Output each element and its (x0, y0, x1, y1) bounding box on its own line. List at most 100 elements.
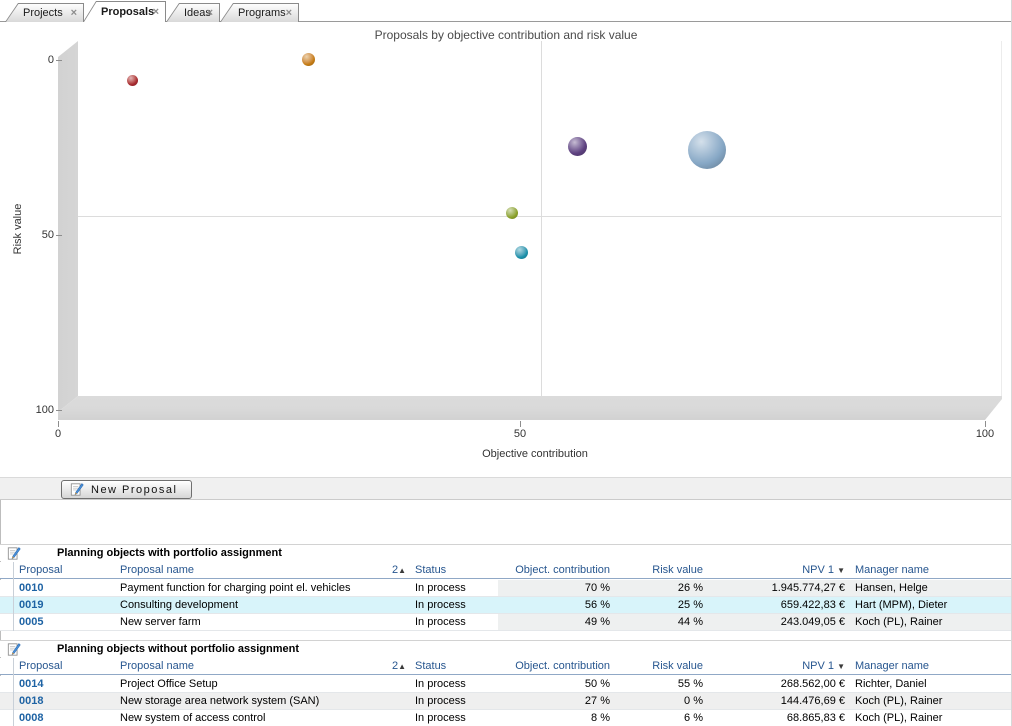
column-header-objective-contribution[interactable]: Object. contribution (515, 660, 610, 672)
table-left-edge (13, 658, 14, 726)
sort-asc-icon: ▲ (398, 566, 406, 575)
objective-contribution-cell: 56 % (584, 599, 610, 611)
y-tick-mark (56, 410, 62, 411)
tab-ideas[interactable]: Ideas × (166, 3, 220, 22)
column-header-manager-name[interactable]: Manager name (855, 660, 929, 672)
planning-object-icon (7, 643, 21, 656)
status-cell: In process (415, 582, 466, 594)
bubble-proposal-0005[interactable] (506, 207, 519, 220)
column-header-proposal[interactable]: Proposal (19, 564, 63, 576)
chart-3d-wall (58, 41, 78, 412)
proposal-name-cell: Project Office Setup (120, 678, 218, 690)
npv-cell: 659.422,83 € (780, 599, 845, 611)
tab-label: Programs (238, 6, 286, 19)
column-header-status[interactable]: Status (415, 564, 447, 576)
bubble-proposal-0019[interactable] (567, 137, 587, 157)
column-header-proposal[interactable]: Proposal (19, 660, 63, 672)
npv-cell: 268.562,00 € (780, 678, 845, 690)
x-tick-label: 50 (513, 428, 527, 440)
bubble-proposal-0014[interactable] (515, 245, 528, 259)
risk-value-cell: 0 % (684, 695, 703, 707)
npv-cell: 68.865,83 € (786, 712, 845, 724)
proposal-name-cell: New server farm (120, 616, 201, 628)
table-header-row: Proposal Proposal name 2▲ Status Object.… (0, 562, 1011, 579)
objective-contribution-cell: 27 % (584, 695, 610, 707)
column-header-npv[interactable]: NPV 1 ▼ (802, 564, 845, 576)
chart-3d-floor (58, 396, 1002, 420)
section-title: Planning objects with portfolio assignme… (57, 547, 282, 559)
x-tick-mark (58, 421, 59, 427)
new-document-icon (70, 483, 84, 496)
tab-proposals[interactable]: Proposals × (83, 1, 166, 22)
table-row[interactable]: 0005 New server farm In process 49 % 44 … (0, 614, 1011, 631)
column-header-manager-name[interactable]: Manager name (855, 564, 929, 576)
x-tick-mark (520, 421, 521, 427)
sort-priority-2[interactable]: 2▲ (391, 564, 406, 576)
column-header-objective-contribution[interactable]: Object. contribution (515, 564, 610, 576)
close-icon[interactable]: × (70, 6, 77, 19)
proposal-link[interactable]: 0019 (19, 599, 44, 611)
x-tick-label: 100 (975, 428, 995, 440)
column-header-risk-value[interactable]: Risk value (652, 660, 703, 672)
tab-projects[interactable]: Projects × (5, 3, 84, 22)
close-icon[interactable]: × (285, 6, 292, 19)
close-icon[interactable]: × (152, 5, 159, 18)
sort-priority-2[interactable]: 2▲ (391, 660, 406, 672)
proposal-name-cell: New storage area network system (SAN) (120, 695, 320, 707)
manager-name-cell: Koch (PL), Rainer (855, 616, 943, 628)
column-header-status[interactable]: Status (415, 660, 447, 672)
proposal-name-cell: New system of access control (120, 712, 266, 724)
bubble-proposal-0008[interactable] (126, 74, 138, 86)
y-axis-title: Risk value (12, 203, 24, 255)
manager-name-cell: Richter, Daniel (855, 678, 927, 690)
sort-asc-icon: ▲ (398, 662, 406, 671)
tab-label: Ideas (184, 6, 211, 19)
sort-desc-icon: ▼ (837, 566, 845, 575)
tab-bar-baseline (0, 21, 1011, 22)
bubble-proposal-0018[interactable] (301, 52, 315, 66)
column-header-risk-value[interactable]: Risk value (652, 564, 703, 576)
table-row[interactable]: 0014 Project Office Setup In process 50 … (0, 676, 1011, 693)
column-header-proposal-name[interactable]: Proposal name (120, 660, 194, 672)
section-header-with-portfolio: Planning objects with portfolio assignme… (0, 544, 1011, 561)
plot-right-border (1001, 41, 1002, 396)
npv-cell: 243.049,05 € (780, 616, 845, 628)
toolbar-strip: New Proposal (0, 477, 1011, 500)
table-row[interactable]: 0018 New storage area network system (SA… (0, 693, 1011, 710)
npv-cell: 1.945.774,27 € (771, 582, 845, 594)
section-title: Planning objects without portfolio assig… (57, 643, 299, 655)
proposal-name-cell: Payment function for charging point el. … (120, 582, 351, 594)
column-header-npv[interactable]: NPV 1 ▼ (802, 660, 845, 672)
tab-bar: Projects × Proposals × Ideas × Programs … (0, 0, 1011, 22)
risk-value-cell: 25 % (677, 599, 703, 611)
new-proposal-button[interactable]: New Proposal (61, 480, 193, 499)
objective-contribution-cell: 50 % (584, 678, 610, 690)
table-row[interactable]: 0008 New system of access control In pro… (0, 710, 1011, 726)
table-left-edge (13, 562, 14, 631)
status-cell: In process (415, 695, 466, 707)
close-icon[interactable]: × (206, 6, 213, 19)
proposal-link[interactable]: 0018 (19, 695, 44, 707)
proposal-link[interactable]: 0014 (19, 678, 44, 690)
objective-contribution-cell: 70 % (584, 582, 610, 594)
row-shading (498, 580, 1011, 596)
manager-name-cell: Koch (PL), Rainer (855, 695, 943, 707)
tab-label: Proposals (101, 5, 155, 18)
tab-programs[interactable]: Programs × (220, 3, 299, 22)
bubble-proposal-0010[interactable] (687, 131, 726, 170)
table-row-selected[interactable]: 0019 Consulting development In process 5… (0, 597, 1011, 614)
chart-title: Proposals by objective contribution and … (374, 28, 638, 42)
proposal-link[interactable]: 0008 (19, 712, 44, 724)
manager-name-cell: Koch (PL), Rainer (855, 712, 943, 724)
x-axis-title: Objective contribution (482, 448, 588, 460)
manager-name-cell: Hansen, Helge (855, 582, 928, 594)
proposal-link[interactable]: 0010 (19, 582, 44, 594)
y-tick-label: 100 (35, 404, 54, 416)
x-tick-mark (985, 421, 986, 427)
gridline-vertical-50 (541, 41, 542, 396)
column-header-proposal-name[interactable]: Proposal name (120, 564, 194, 576)
table-row[interactable]: 0010 Payment function for charging point… (0, 580, 1011, 597)
proposal-link[interactable]: 0005 (19, 616, 44, 628)
planning-object-icon (7, 547, 21, 560)
